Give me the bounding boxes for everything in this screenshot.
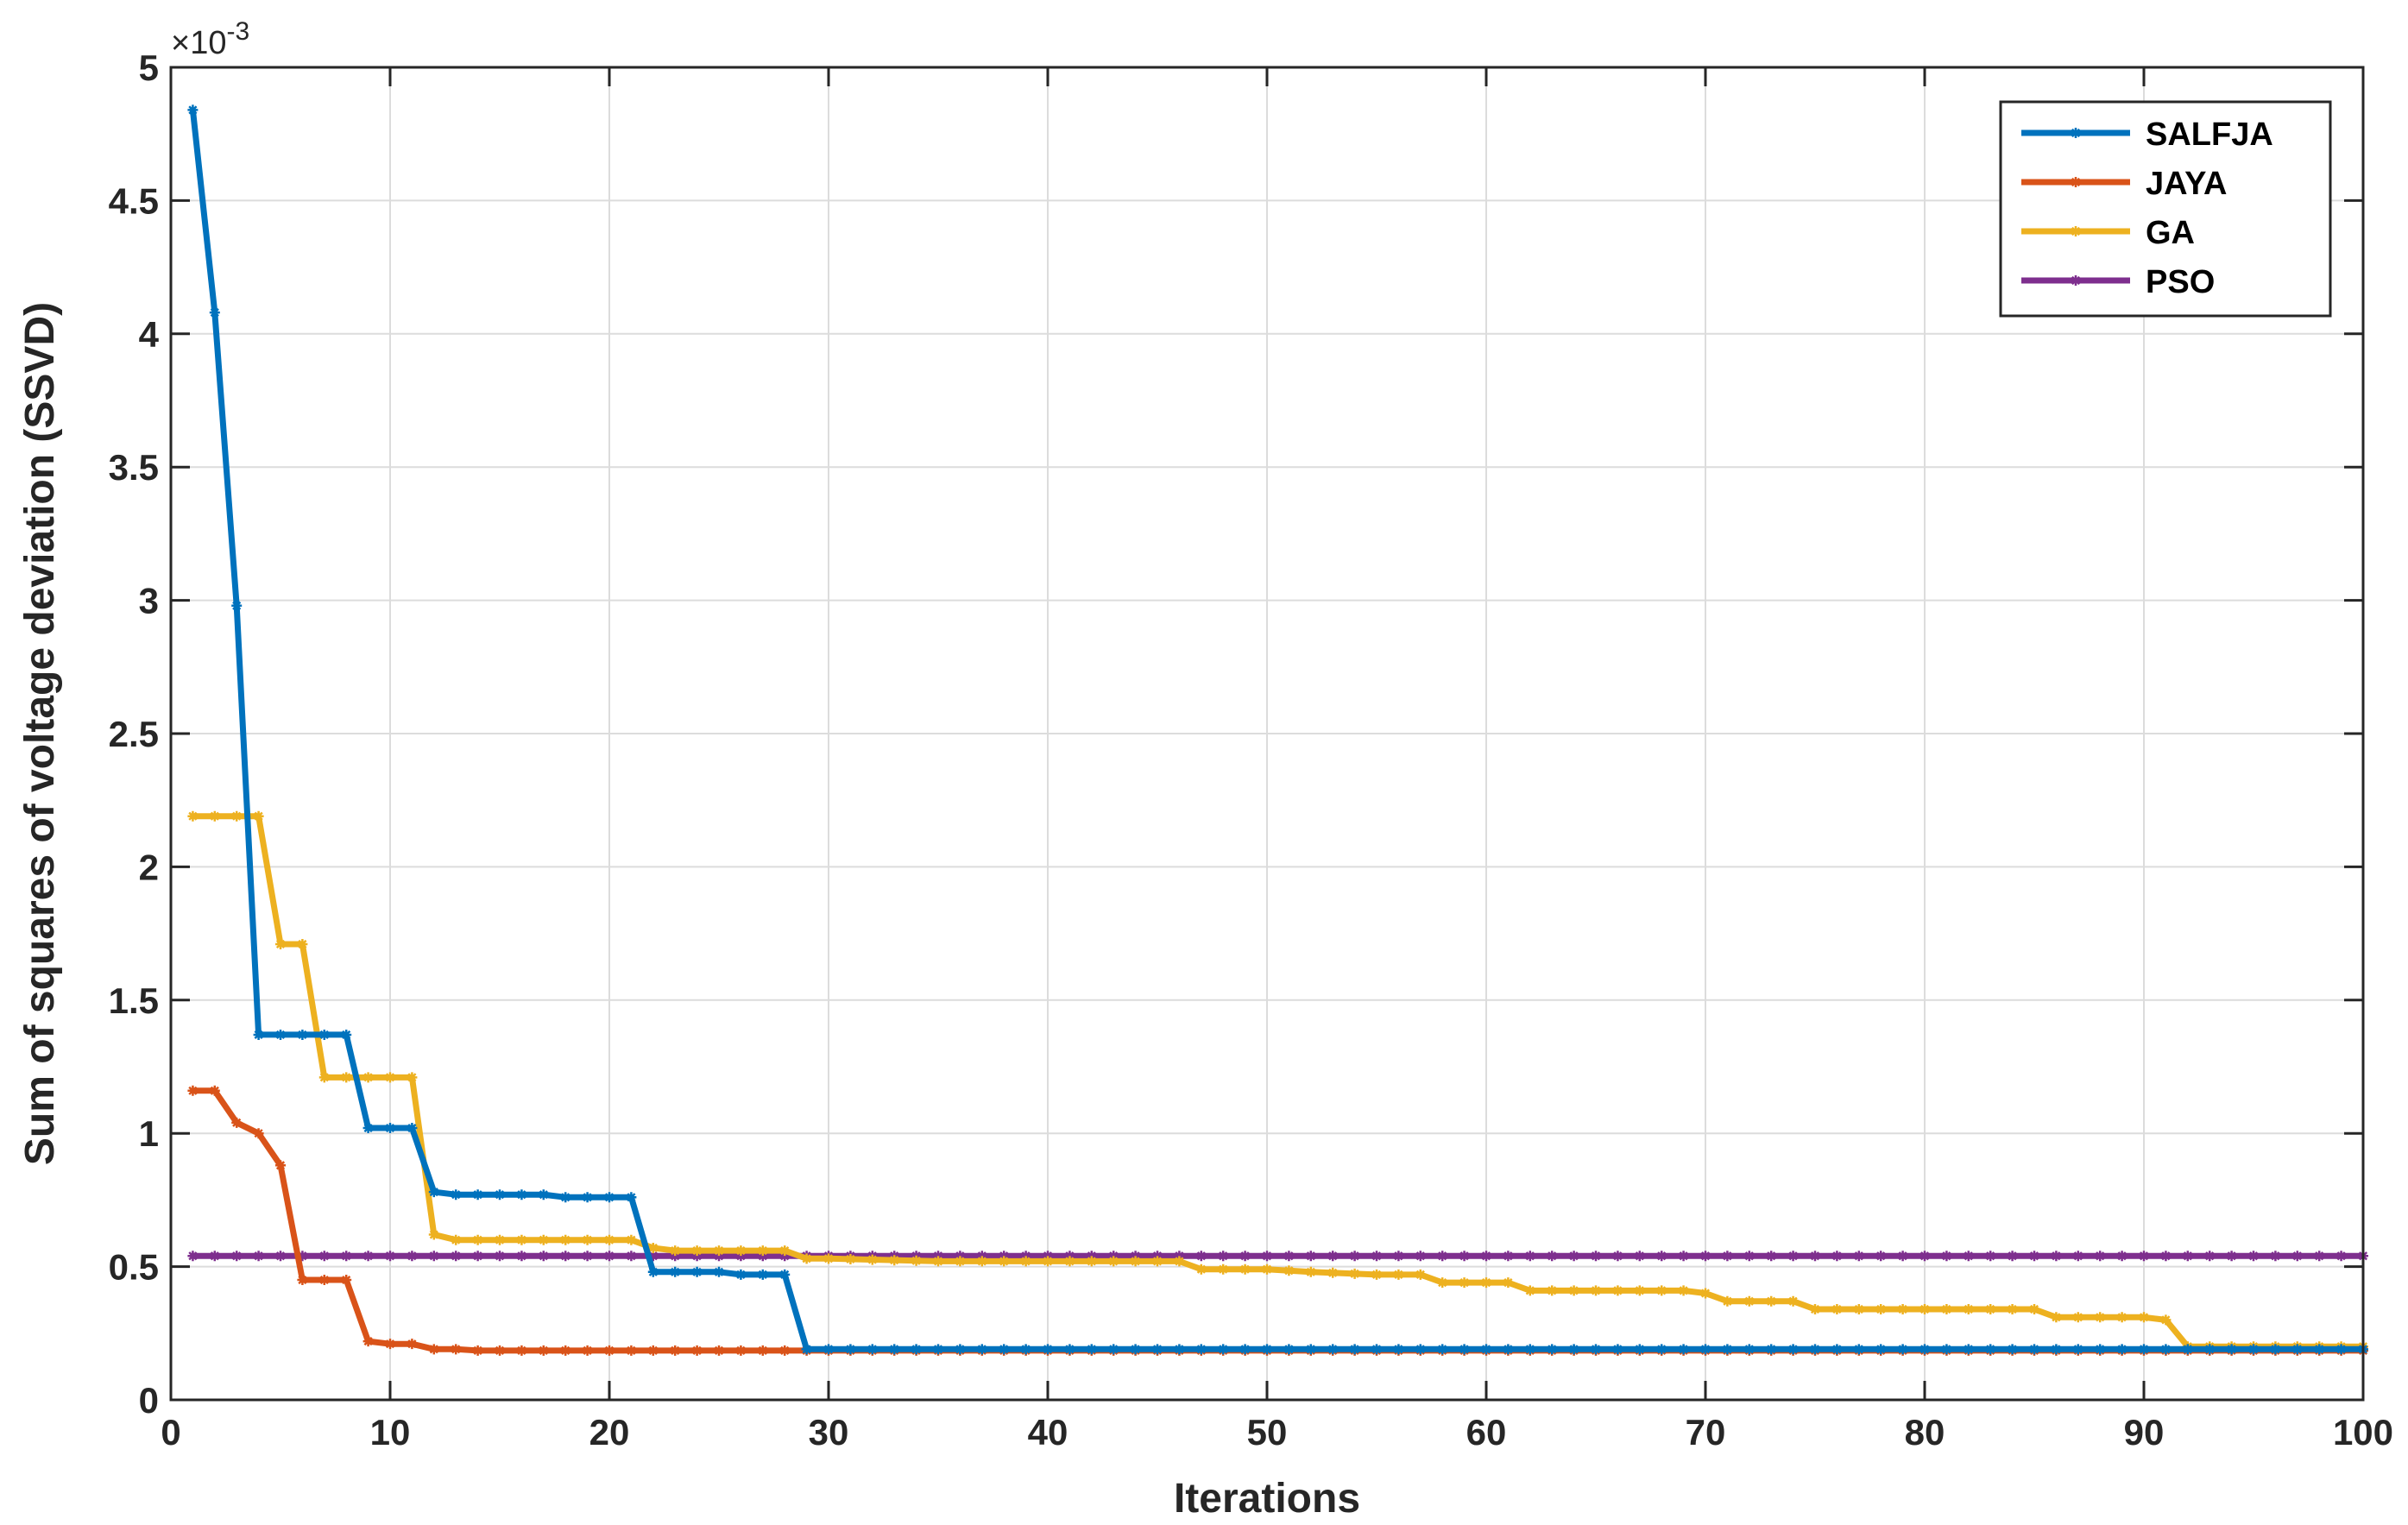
legend-item: GA [2021, 215, 2195, 251]
series-layer [187, 104, 2368, 1356]
x-tick-label: 20 [589, 1412, 630, 1453]
y-exponent-base: ×10 [171, 25, 226, 61]
x-tick-label: 0 [161, 1412, 180, 1453]
series-line-ga [192, 813, 2363, 1350]
series-markers-salfja [187, 104, 2368, 1355]
series-salfja [187, 104, 2368, 1355]
y-tick-label: 0 [139, 1380, 159, 1421]
x-axis-label: Iterations [1174, 1476, 1360, 1522]
x-tick-label: 10 [370, 1412, 411, 1453]
y-tick-label: 5 [139, 47, 159, 88]
legend-marker [2071, 177, 2081, 187]
x-tick-label: 90 [2124, 1412, 2165, 1453]
y-exponent-multiplier: ×10-3 [171, 17, 249, 61]
legend-marker [2071, 275, 2081, 286]
y-tick-label: 1 [139, 1113, 159, 1154]
y-tick-label: 4.5 [109, 180, 159, 221]
y-tick-label: 0.5 [109, 1247, 159, 1288]
x-tick-label: 40 [1028, 1412, 1068, 1453]
x-tick-label: 100 [2333, 1412, 2393, 1453]
legend-label: GA [2146, 215, 2195, 251]
y-tick-label: 2.5 [109, 714, 159, 754]
x-tick-label: 50 [1247, 1412, 1288, 1453]
legend-marker [2071, 226, 2081, 236]
legend-item: SALFJA [2021, 117, 2273, 153]
legend: SALFJA JAYA GA PSO [1999, 100, 2332, 318]
legend-label: PSO [2146, 264, 2215, 300]
y-exponent-power: -3 [226, 17, 249, 46]
y-tick-label: 2 [139, 847, 159, 887]
y-axis-label: Sum of squares of voltage deviation (SSV… [17, 302, 63, 1165]
axis-ticks [169, 66, 2365, 1402]
y-tick-label: 3.5 [109, 447, 159, 488]
legend-label: JAYA [2146, 166, 2227, 202]
series-markers-ga [187, 810, 2368, 1352]
legend-item: PSO [2021, 264, 2215, 300]
y-tick-label: 1.5 [109, 980, 159, 1021]
tick-labels: 0 10 20 30 40 50 60 70 80 90 100 0 0.5 1 1.5 2 2.5 3 3.5 4 4… [109, 47, 2393, 1453]
x-tick-label: 60 [1466, 1412, 1507, 1453]
legend-label: SALFJA [2146, 117, 2273, 153]
legend-marker [2071, 128, 2081, 138]
x-tick-label: 30 [809, 1412, 849, 1453]
y-tick-label: 4 [139, 314, 160, 355]
y-tick-label: 3 [139, 581, 159, 621]
series-ga [187, 810, 2368, 1352]
x-tick-label: 80 [1905, 1412, 1945, 1453]
legend-item: JAYA [2021, 166, 2227, 202]
x-tick-label: 70 [1686, 1412, 1726, 1453]
